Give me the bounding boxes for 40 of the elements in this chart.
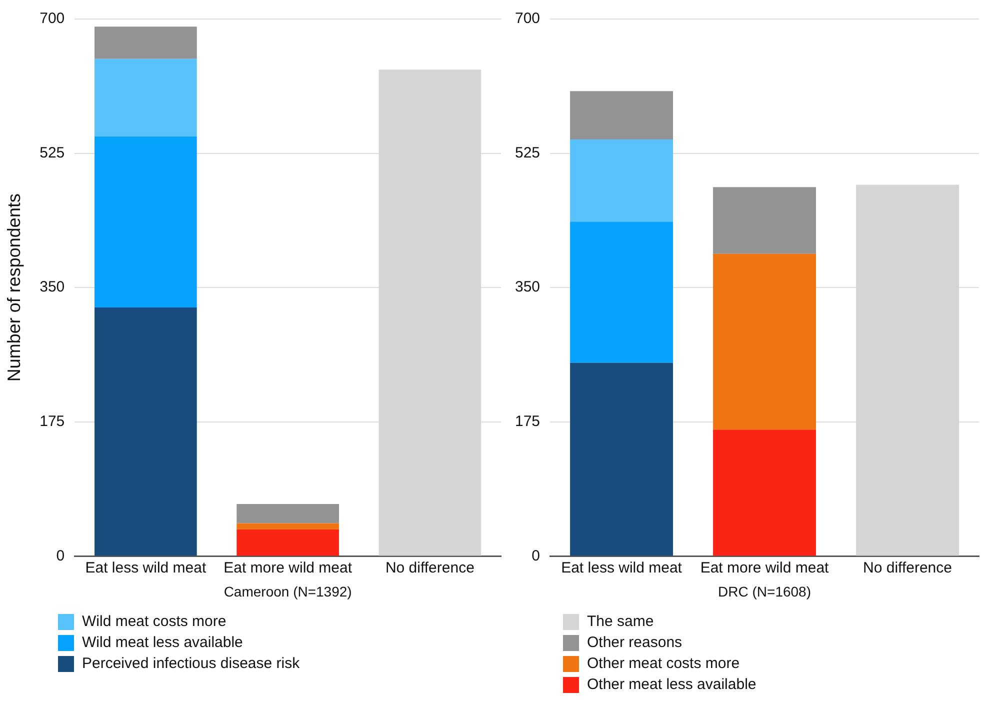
y-tick-label: 175: [514, 413, 540, 430]
x-tick-label: No difference: [863, 559, 952, 576]
bar: [570, 91, 673, 140]
y-tick-label: 350: [40, 278, 65, 296]
x-tick-label: No difference: [385, 559, 474, 576]
bar: [570, 139, 673, 222]
bar: [94, 136, 197, 308]
x-axis-title: DRC (N=1608): [718, 583, 812, 600]
y-tick-label: 175: [40, 413, 65, 430]
x-tick-label: Eat less wild meat: [561, 559, 683, 576]
y-axis-title: Number of respondents: [4, 194, 24, 382]
x-tick-label: Eat more wild meat: [700, 559, 830, 576]
legend-label: Perceived infectious disease risk: [82, 655, 300, 672]
bar: [713, 430, 816, 556]
legend-label: Other reasons: [587, 634, 682, 651]
legend-label: Wild meat costs more: [82, 613, 226, 630]
y-tick-label: 0: [532, 547, 540, 564]
y-tick-label: 0: [56, 547, 65, 564]
bar: [713, 187, 816, 254]
y-tick-label: 525: [514, 144, 540, 162]
bar: [94, 58, 197, 136]
bar: [236, 523, 339, 530]
x-axis-title: Cameroon (N=1392): [224, 583, 352, 600]
bar: [236, 504, 339, 524]
bar: [570, 362, 673, 556]
bar: [94, 308, 197, 556]
legend-label: Other meat less available: [587, 676, 756, 693]
x-tick-label: Eat less wild meat: [85, 559, 207, 576]
bar: [94, 26, 197, 59]
y-tick-label: 525: [40, 144, 65, 162]
legend-label: Other meat costs more: [587, 655, 740, 672]
legend-label: The same: [587, 613, 654, 630]
bar: [236, 529, 339, 556]
y-tick-label: 700: [40, 10, 65, 28]
bar: [713, 254, 816, 430]
legend-label: Wild meat less available: [82, 634, 243, 651]
y-tick-label: 350: [514, 278, 540, 296]
y-tick-label: 700: [514, 10, 540, 28]
x-tick-label: Eat more wild meat: [224, 559, 353, 576]
bar: [570, 222, 673, 363]
